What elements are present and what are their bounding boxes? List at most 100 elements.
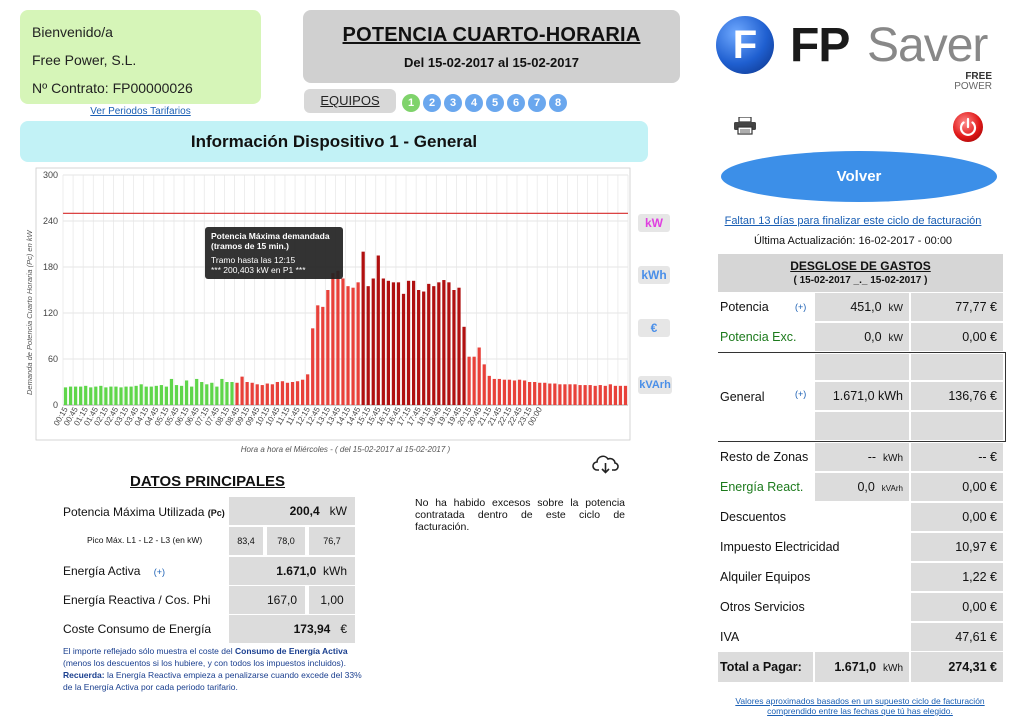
chart-bar <box>613 385 618 405</box>
max-power-value: 200,4 kW <box>229 497 355 525</box>
chart-bar <box>391 282 396 405</box>
chart-bar <box>149 386 153 405</box>
chart-bar <box>457 287 461 405</box>
chart-bar <box>94 386 98 405</box>
chart-tooltip: Potencia Máxima demandada (tramos de 15 … <box>205 227 343 279</box>
chart-bar <box>341 278 345 405</box>
y-tick-label: 240 <box>43 216 58 226</box>
date-range: Del 15-02-2017 al 15-02-2017 <box>404 55 579 70</box>
equipos-button[interactable]: EQUIPOS <box>304 89 396 113</box>
chart-bar <box>578 385 582 405</box>
chart-bar <box>417 290 421 405</box>
chart-bar <box>381 278 385 405</box>
chart-bar <box>477 347 481 405</box>
fp-logo-icon: F <box>716 16 774 74</box>
chart-bar <box>618 385 623 405</box>
general-row-frame <box>718 352 1006 442</box>
approximate-values-note[interactable]: Valores aproximados basados en un supues… <box>735 696 985 716</box>
logo-saver-text: Saver <box>867 19 988 72</box>
general-amount-top <box>911 354 1003 380</box>
impuesto-row-label: Impuesto Electricidad <box>720 540 840 554</box>
chart-bar <box>548 383 552 405</box>
chart-bar <box>533 382 537 405</box>
chart-bar <box>205 384 209 405</box>
greeting-panel: Bienvenido/a Free Power, S.L. Nº Contrat… <box>20 10 261 104</box>
equipo-6-button[interactable]: 6 <box>507 94 525 112</box>
chart-bar <box>538 382 542 405</box>
tariff-periods-link[interactable]: Ver Periodos Tarifarios <box>90 106 191 117</box>
chart-bar <box>63 387 68 405</box>
chart-bar <box>235 382 239 405</box>
chart-bar <box>442 280 446 405</box>
contract-number: Nº Contrato: FP00000026 <box>32 80 193 96</box>
chart-bar <box>144 386 148 405</box>
chart-bar <box>598 385 602 405</box>
chart-bar <box>220 378 224 405</box>
printer-icon[interactable] <box>733 117 757 135</box>
power-off-icon[interactable] <box>953 112 983 142</box>
datos-principales-title: DATOS PRINCIPALES <box>130 473 286 490</box>
chart-bar <box>462 326 466 405</box>
unit-kvarh-button[interactable]: kVArh <box>638 376 672 394</box>
unit-kw-button[interactable]: kW <box>638 214 670 232</box>
svg-text:(tramos de 15 min.): (tramos de 15 min.) <box>211 241 289 251</box>
chart-bar <box>215 386 219 405</box>
reactiva-row-label: Energía React. <box>720 480 804 494</box>
chart-y-axis-label: Demanda de Potencia Cuarto Horaria (Pc) … <box>25 229 34 395</box>
chart-bar <box>306 374 310 405</box>
total-amount: 274,31 € <box>911 652 1003 682</box>
chart-bar <box>159 385 163 405</box>
last-update: Última Actualización: 16-02-2017 - 00:00 <box>753 235 953 247</box>
volver-button[interactable]: Volver <box>721 151 997 202</box>
billing-cycle-link[interactable]: Faltan 13 días para finalizar este ciclo… <box>724 215 982 227</box>
chart-bar <box>134 385 138 405</box>
equipo-1-button[interactable]: 1 <box>402 94 420 112</box>
equipo-7-button[interactable]: 7 <box>528 94 546 112</box>
equipo-2-button[interactable]: 2 <box>423 94 441 112</box>
y-tick-label: 60 <box>48 354 58 364</box>
otros-row-label: Otros Servicios <box>720 600 805 614</box>
chart-bar <box>109 386 113 405</box>
chart-bar <box>623 385 628 405</box>
chart-bar <box>89 387 93 405</box>
active-energy-plus-link[interactable]: (+) <box>153 567 165 577</box>
unit-euro-button[interactable]: € <box>638 319 670 337</box>
chart-bar <box>336 270 340 405</box>
chart-bar <box>179 385 184 405</box>
cos-phi-value: 1,00 <box>309 586 355 614</box>
page-title-box: POTENCIA CUARTO-HORARIA Del 15-02-2017 a… <box>303 10 680 83</box>
general-row-label: General <box>720 390 765 404</box>
company-name: Free Power, S.L. <box>32 52 137 68</box>
potencia-exc-row-label: Potencia Exc. <box>720 330 797 344</box>
equipo-8-button[interactable]: 8 <box>549 94 567 112</box>
equipo-4-button[interactable]: 4 <box>465 94 483 112</box>
chart-bar <box>331 273 335 405</box>
chart-bar <box>139 384 143 405</box>
general-plus-link[interactable]: (+) <box>795 389 807 399</box>
chart-bar <box>422 291 426 405</box>
cloud-download-icon[interactable] <box>592 454 620 474</box>
reactive-energy-value: 167,0 <box>229 586 305 614</box>
potencia-plus-link[interactable]: (+) <box>795 302 807 312</box>
peak-l2-value: 78,0 <box>267 527 305 555</box>
resto-row-label: Resto de Zonas <box>720 450 809 464</box>
y-tick-label: 300 <box>43 170 58 180</box>
chart-bar <box>361 251 365 405</box>
chart-bar <box>603 385 607 405</box>
general-qty: 1.671,0 kWh <box>815 382 909 410</box>
chart-bar <box>79 386 83 405</box>
greeting-text: Bienvenido/a <box>32 24 113 40</box>
chart-bar <box>588 385 592 405</box>
chart-bar <box>240 376 244 405</box>
chart-x-axis-label: Hora a hora el Miércoles - ( del 15-02-2… <box>241 445 451 454</box>
equipo-3-button[interactable]: 3 <box>444 94 462 112</box>
unit-kwh-button[interactable]: kWh <box>638 266 670 284</box>
equipo-5-button[interactable]: 5 <box>486 94 504 112</box>
chart-bar <box>452 290 456 405</box>
chart-bar <box>553 383 557 405</box>
energy-cost-label: Coste Consumo de Energía <box>63 622 212 636</box>
alquiler-row-label: Alquiler Equipos <box>720 570 811 584</box>
chart-bar <box>482 364 486 405</box>
logo-fp-text: FP <box>790 19 850 72</box>
